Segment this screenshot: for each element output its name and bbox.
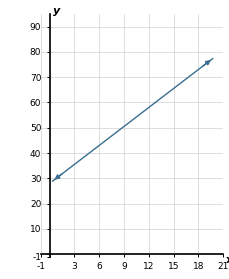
Text: y: y xyxy=(52,6,60,16)
Text: x: x xyxy=(225,256,229,266)
